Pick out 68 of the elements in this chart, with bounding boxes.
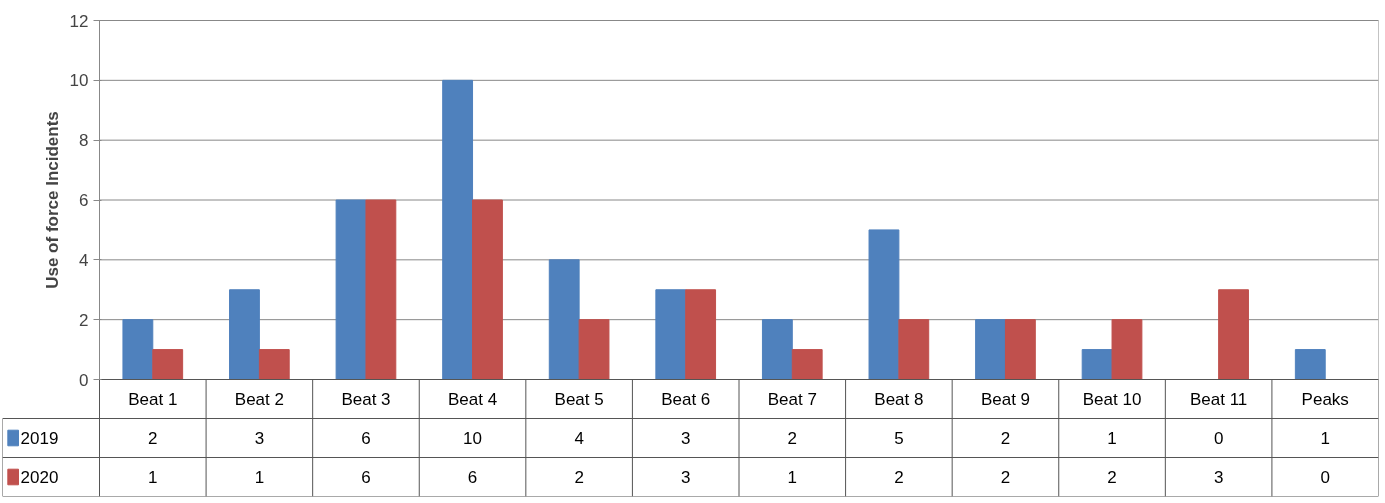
data-label: 2 [1000,429,1011,448]
data-label: 3 [680,468,691,487]
bar [1111,319,1143,380]
data-label: 2 [148,429,158,448]
data-label: 4 [574,429,584,448]
x-tick-label: Beat 4 [447,389,498,409]
x-tick-label: Beat 9 [980,389,1031,409]
bar [975,319,1006,380]
x-tick-label: Peaks [1301,389,1349,409]
x-tick-label: Beat 2 [234,389,284,409]
data-label: 6 [361,429,371,448]
data-label: 3 [254,429,265,448]
data-label: 2 [894,468,904,487]
data-label: 2 [787,429,798,448]
bar [365,199,397,380]
bar [578,319,610,380]
x-tick-label: Beat 7 [767,389,817,409]
y-tick-label: 12 [69,11,89,31]
bar [791,349,823,380]
data-label: 2 [574,468,584,487]
bar [258,349,290,380]
data-label: 1 [787,468,798,487]
data-label: 1 [1320,429,1330,448]
bar [1294,349,1326,380]
data-label: 1 [254,468,265,487]
bar [1004,319,1036,380]
data-label: 0 [1213,429,1224,448]
bar [685,289,717,380]
data-label: 2 [1107,468,1117,487]
bar [442,79,474,380]
x-tick-label: Beat 1 [128,389,178,409]
bar [152,349,184,380]
x-tick-label: Beat 8 [874,389,924,409]
bar [548,259,580,380]
y-tick-label: 0 [79,370,89,390]
legend-label: 2020 [20,468,59,487]
bar [1081,349,1113,380]
bar [761,319,793,380]
data-label: 1 [1107,429,1117,448]
y-axis-title: Use of force Incidents [42,111,62,289]
y-tick-label: 6 [79,191,89,210]
bar [472,199,503,380]
x-tick-label: Beat 11 [1189,389,1248,409]
x-tick-label: Beat 3 [341,389,391,409]
x-tick-label: Beat 10 [1082,389,1142,409]
data-label: 6 [467,468,478,487]
bar [898,319,930,380]
data-label: 10 [463,429,483,448]
y-tick-label: 2 [79,310,89,330]
bar [655,289,687,380]
bar [122,319,154,380]
bar [229,289,260,380]
y-tick-label: 8 [79,131,89,151]
y-tick-label: 4 [79,250,89,270]
data-label: 2 [1000,468,1011,487]
data-label: 3 [680,429,691,448]
bar [335,199,367,380]
legend-label: 2019 [20,429,59,448]
x-tick-label: Beat 6 [661,389,711,409]
y-tick-label: 10 [69,71,89,91]
data-label: 6 [361,468,371,487]
data-label: 0 [1320,468,1330,487]
data-label: 5 [894,429,904,448]
x-tick-label: Beat 5 [554,389,604,409]
bar [1218,289,1249,380]
data-label: 3 [1213,468,1224,487]
data-label: 1 [148,468,158,487]
bar [868,229,900,380]
